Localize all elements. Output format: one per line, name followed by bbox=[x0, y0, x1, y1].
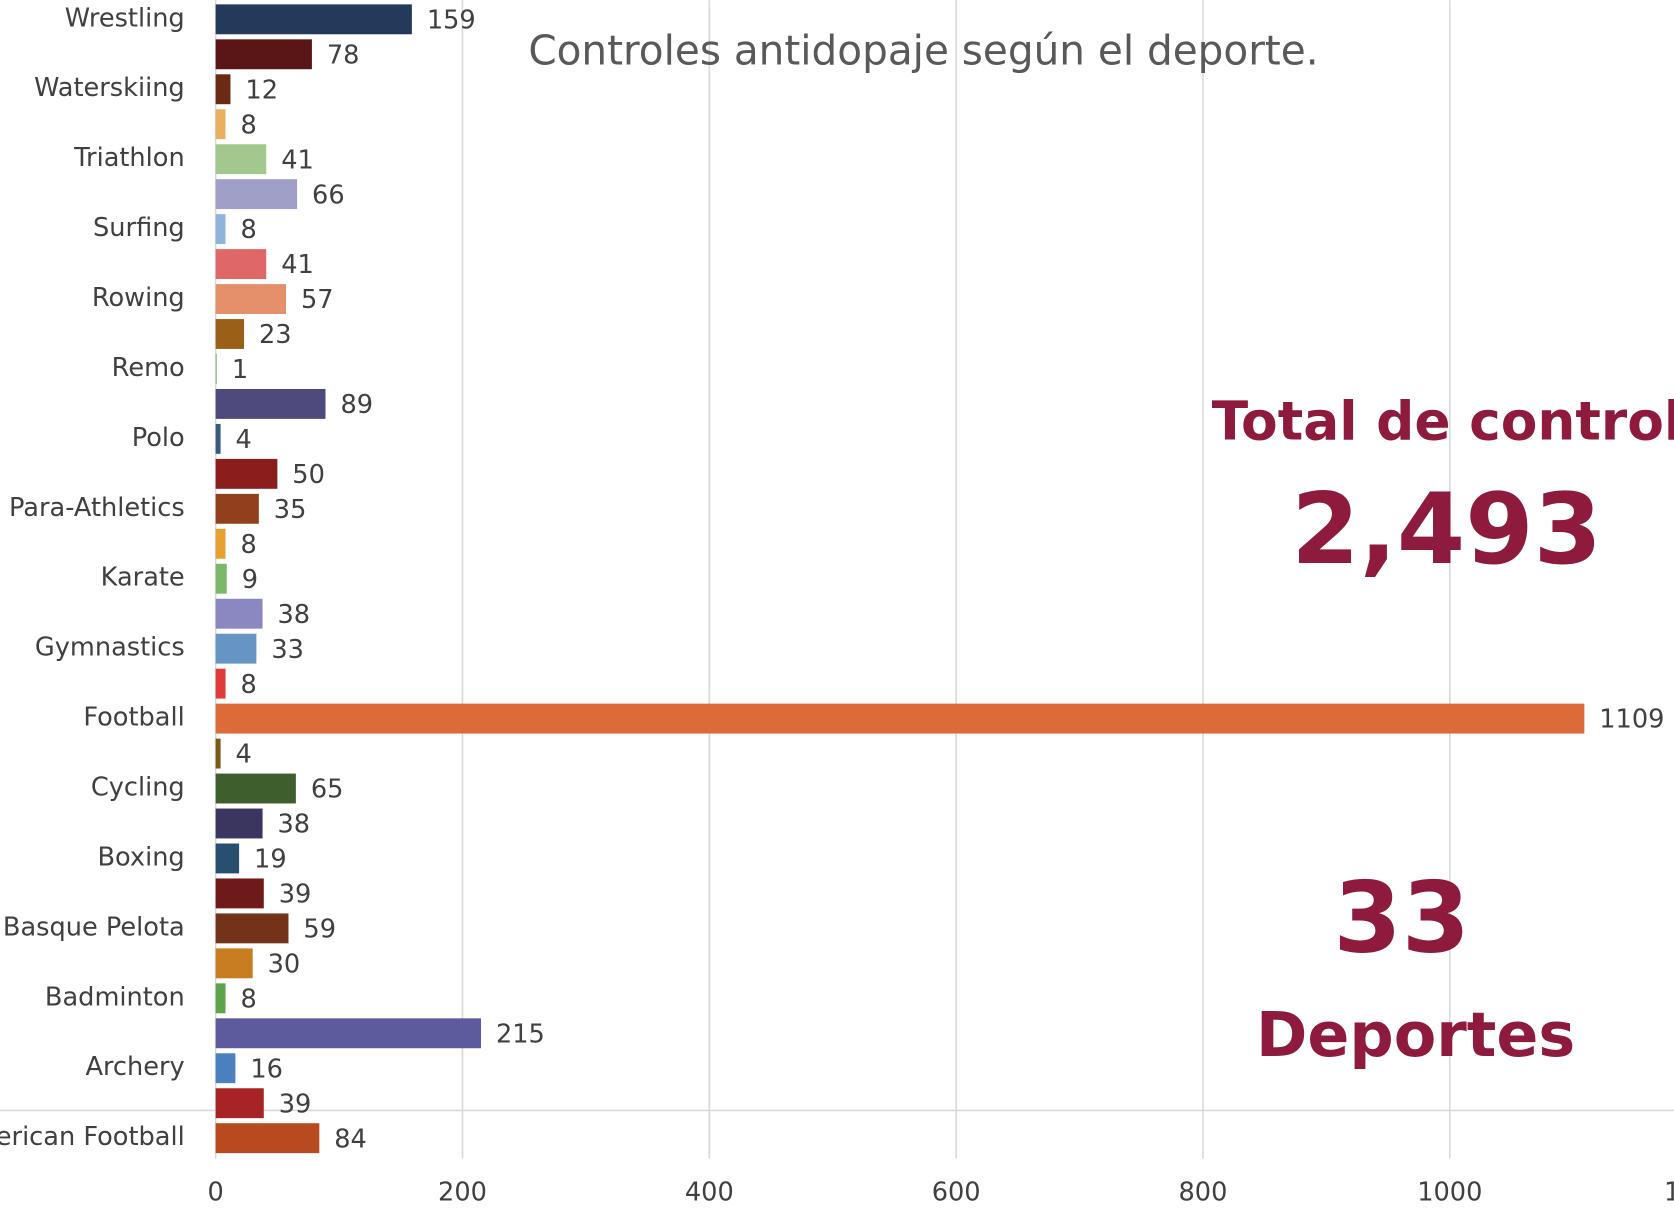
bar bbox=[216, 144, 267, 174]
chart-title: Controles antidopaje según el deporte. bbox=[528, 26, 1318, 74]
value-label: 50 bbox=[292, 460, 325, 490]
value-label: 12 bbox=[245, 75, 278, 105]
chart: Controles antidopaje según el deporte. T… bbox=[0, 0, 1674, 1213]
value-label: 9 bbox=[242, 565, 258, 595]
y-tick-label: Karate bbox=[101, 563, 185, 593]
y-tick-label: Surfing bbox=[93, 213, 185, 243]
value-label: 59 bbox=[303, 915, 336, 945]
value-label: 57 bbox=[301, 285, 334, 315]
y-tick-label: Para-Athletics bbox=[9, 493, 185, 523]
bar bbox=[216, 844, 239, 874]
bar bbox=[216, 179, 297, 209]
value-label: 8 bbox=[240, 670, 256, 700]
x-tick-label: 600 bbox=[932, 1178, 981, 1208]
bar bbox=[216, 669, 226, 699]
value-label: 4 bbox=[236, 740, 252, 770]
bar bbox=[216, 214, 226, 244]
value-label: 38 bbox=[277, 600, 310, 630]
bar bbox=[216, 913, 289, 943]
y-tick-label: Polo bbox=[132, 423, 185, 453]
value-label: 38 bbox=[277, 810, 310, 840]
value-label: 30 bbox=[268, 949, 301, 979]
value-label: 215 bbox=[496, 1019, 545, 1049]
annotation: 2,493 bbox=[1291, 473, 1602, 587]
x-tick-label: 0 bbox=[208, 1178, 224, 1208]
y-tick-label: Remo bbox=[112, 353, 185, 383]
bar bbox=[216, 529, 226, 559]
value-label: 16 bbox=[250, 1054, 283, 1084]
bar bbox=[216, 704, 1585, 734]
bar bbox=[216, 354, 217, 384]
value-label: 89 bbox=[340, 390, 373, 420]
value-label: 8 bbox=[240, 110, 256, 140]
value-label: 33 bbox=[271, 635, 304, 665]
x-tick-label: 800 bbox=[1179, 1178, 1228, 1208]
y-tick-label: Cycling bbox=[91, 773, 185, 803]
y-tick-label: Boxing bbox=[97, 842, 184, 872]
value-label: 23 bbox=[259, 320, 292, 350]
y-tick-label: Triathlon bbox=[73, 143, 185, 173]
bar bbox=[216, 1018, 481, 1048]
bar bbox=[216, 109, 226, 139]
y-tick-label: Waterskiing bbox=[34, 73, 185, 103]
value-label: 41 bbox=[281, 145, 314, 175]
bar bbox=[216, 319, 244, 349]
y-tick-label: American Football bbox=[0, 1122, 185, 1152]
bar bbox=[216, 1088, 264, 1118]
value-label: 8 bbox=[240, 215, 256, 245]
bar bbox=[216, 389, 326, 419]
value-label: 1109 bbox=[1599, 705, 1664, 735]
x-tick-label: 400 bbox=[685, 1178, 734, 1208]
y-tick-label: Wrestling bbox=[65, 3, 185, 33]
bar bbox=[216, 284, 286, 314]
bar bbox=[216, 739, 221, 769]
value-label: 78 bbox=[327, 40, 360, 70]
page: Controles antidopaje según el deporte. T… bbox=[0, 0, 1674, 1213]
bar bbox=[216, 4, 412, 34]
value-label: 19 bbox=[254, 845, 287, 875]
y-tick-label: Football bbox=[83, 703, 184, 733]
bar bbox=[216, 948, 253, 978]
value-label: 39 bbox=[279, 1089, 312, 1119]
bar bbox=[216, 249, 267, 279]
bar bbox=[216, 774, 296, 804]
bar bbox=[216, 74, 231, 104]
y-tick-label: Rowing bbox=[92, 283, 185, 313]
annotation: Deportes bbox=[1256, 999, 1575, 1071]
bar bbox=[216, 1123, 320, 1153]
bar bbox=[216, 599, 263, 629]
y-tick-label: Badminton bbox=[45, 982, 185, 1012]
bar bbox=[216, 494, 259, 524]
y-tick-label: Gymnastics bbox=[35, 633, 185, 663]
value-label: 4 bbox=[236, 425, 252, 455]
bar bbox=[216, 1053, 236, 1083]
value-label: 1 bbox=[232, 355, 248, 385]
annotation: 33 bbox=[1333, 861, 1470, 975]
x-tick-label: 1000 bbox=[1417, 1178, 1482, 1208]
value-label: 8 bbox=[240, 984, 256, 1014]
bar bbox=[216, 424, 221, 454]
bar bbox=[216, 634, 257, 664]
bar bbox=[216, 459, 278, 489]
annotation: Total de controles bbox=[1212, 390, 1674, 453]
y-tick-label: Archery bbox=[85, 1052, 184, 1082]
bar bbox=[216, 878, 264, 908]
y-tick-label: Basque Pelota bbox=[3, 912, 185, 942]
bar bbox=[216, 983, 226, 1013]
value-label: 8 bbox=[240, 530, 256, 560]
x-tick-label: 1200 bbox=[1664, 1178, 1674, 1208]
value-label: 41 bbox=[281, 250, 314, 280]
value-label: 84 bbox=[334, 1124, 367, 1154]
x-tick-label: 200 bbox=[438, 1178, 487, 1208]
value-label: 66 bbox=[312, 180, 345, 210]
bar bbox=[216, 809, 263, 839]
value-label: 65 bbox=[311, 775, 344, 805]
value-label: 39 bbox=[279, 880, 312, 910]
value-label: 35 bbox=[274, 495, 307, 525]
bar bbox=[216, 564, 227, 594]
bar bbox=[216, 39, 312, 69]
value-label: 159 bbox=[427, 5, 476, 35]
